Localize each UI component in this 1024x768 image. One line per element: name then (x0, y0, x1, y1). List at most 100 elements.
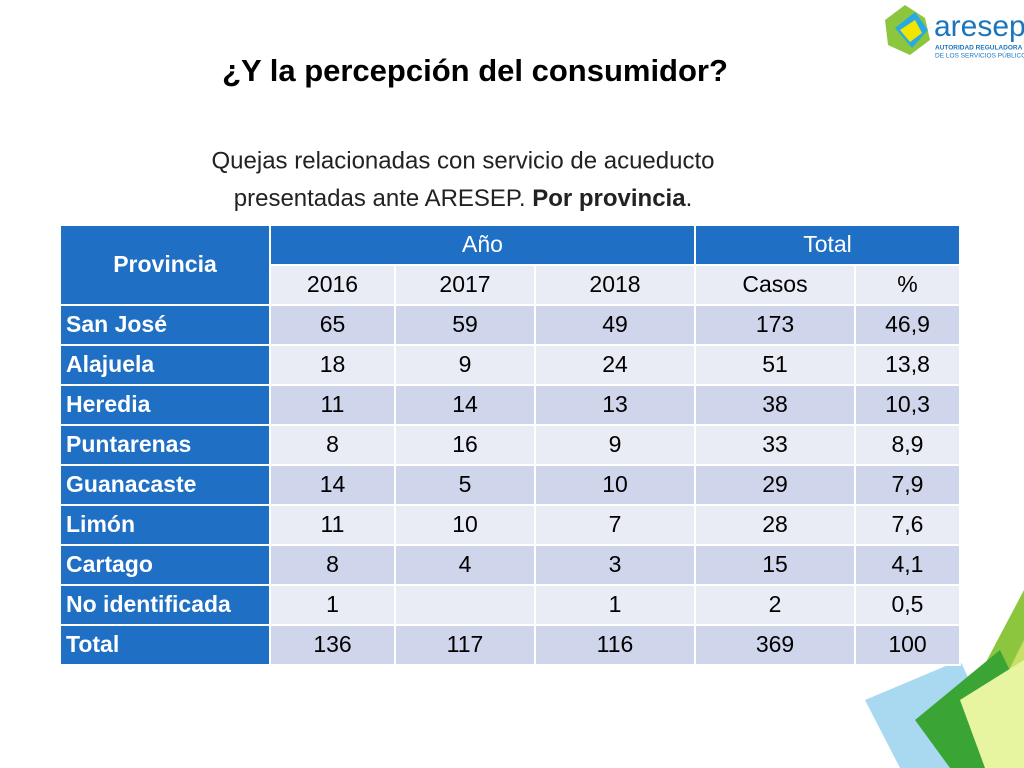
table-cell (694, 344, 856, 386)
table-cell (269, 424, 396, 466)
cell-text: 116 (597, 631, 634, 657)
cell-text: 7 (609, 511, 622, 537)
row-label: Guanacaste (66, 471, 196, 497)
table-cell (854, 504, 961, 546)
table-cell (269, 224, 696, 266)
cell-text: 15 (762, 551, 788, 577)
logo-tagline: AUTORIDAD REGULADORA (935, 45, 1023, 52)
table-cell (59, 304, 271, 346)
row-label: Alajuela (66, 351, 154, 377)
cell-text: 8 (326, 431, 339, 457)
cell-text: 7,9 (892, 471, 924, 497)
table-cell (534, 624, 696, 666)
cell-text: 14 (452, 391, 478, 417)
table-cell (694, 584, 856, 626)
table-cell (59, 224, 271, 306)
header-text: Provincia (113, 251, 217, 277)
cell-text: 100 (888, 631, 926, 657)
cell-text: 10 (452, 511, 478, 537)
cell-text: 369 (756, 631, 794, 657)
table-cell (59, 344, 271, 386)
table-cell (269, 624, 396, 666)
cell-text: 9 (609, 431, 622, 457)
table-cell (269, 384, 396, 426)
logo-tagline: DE LOS SERVICIOS PÚBLICOS (935, 51, 1024, 60)
cell-text: 18 (320, 351, 346, 377)
subheader-text: Casos (742, 271, 807, 297)
table-cell (59, 584, 271, 626)
table: Provincia Año Total 2016 2017 2018 Casos % San J… (59, 224, 961, 666)
table-cell (854, 344, 961, 386)
subheader-text: % (897, 271, 917, 297)
table-cell (854, 584, 961, 626)
row-label: Total (66, 631, 119, 657)
table-cell (854, 624, 961, 666)
cell-text: 8,9 (892, 431, 924, 457)
cell-text: 11 (321, 511, 345, 537)
cell-text: 24 (602, 351, 628, 377)
logo: aresep AUTORIDAD REGULADORA DE LOS SERVI… (885, 5, 1024, 60)
table-cell (534, 344, 696, 386)
cell-text: 4 (459, 551, 472, 577)
header-text: Año (462, 231, 503, 257)
slide-title: ¿Y la percepción del consumidor? (222, 53, 728, 88)
cell-text: 1 (609, 591, 622, 617)
row-label: San José (66, 311, 167, 337)
cell-text: 49 (602, 311, 628, 337)
cell-text: 29 (762, 471, 788, 497)
table-cell (694, 304, 856, 346)
cell-text: 65 (320, 311, 346, 337)
cell-text: 51 (762, 351, 788, 377)
cell-text: 38 (762, 391, 788, 417)
row-label: Puntarenas (66, 431, 191, 457)
subtitle: presentadas ante ARESEP. Por provincia. (234, 185, 692, 212)
cell-text: 9 (459, 351, 472, 377)
row-label: Limón (66, 511, 135, 537)
table-cell (534, 544, 696, 586)
cell-text: 14 (320, 471, 346, 497)
table-cell (269, 264, 396, 306)
subheader-text: 2016 (307, 271, 358, 297)
cell-text: 8 (326, 551, 339, 577)
table-cell (269, 304, 396, 346)
subheader-text: 2018 (589, 271, 640, 297)
cell-text: 1 (326, 591, 339, 617)
cell-text: 33 (762, 431, 788, 457)
cell-text: 11 (321, 391, 345, 417)
cell-text: 16 (452, 431, 478, 457)
subtitle: Quejas relacionadas con servicio de acue… (212, 147, 715, 174)
cell-text: 4,1 (892, 551, 924, 577)
table-cell (59, 384, 271, 426)
row-label: Heredia (66, 391, 151, 417)
table-cell (694, 384, 856, 426)
cell-text: 7,6 (892, 511, 924, 537)
table-cell (59, 504, 271, 546)
decoration (865, 590, 1024, 768)
table-cell (534, 304, 696, 346)
table-cell (694, 424, 856, 466)
cell-text: 2 (769, 591, 782, 617)
table-cell (694, 224, 961, 266)
subtitle-text: . (686, 185, 693, 212)
cell-text: 0,5 (892, 591, 924, 617)
cell-text: 136 (313, 631, 351, 657)
row-label: Cartago (66, 551, 153, 577)
table-cell (534, 464, 696, 506)
cell-text: 5 (459, 471, 472, 497)
subtitle-text: presentadas ante ARESEP. (234, 185, 532, 212)
subheader-text: 2017 (439, 271, 490, 297)
table-cell (394, 584, 536, 626)
cell-text: 173 (756, 311, 794, 337)
table-cell (269, 544, 396, 586)
cell-text: 46,9 (885, 311, 930, 337)
cell-text: 117 (447, 631, 484, 657)
logo-name: aresep (934, 10, 1024, 43)
cell-text: 13 (602, 391, 628, 417)
subtitle-bold: Por provincia (532, 185, 686, 212)
table-cell (59, 464, 271, 506)
table-cell (59, 624, 271, 666)
cell-text: 10,3 (885, 391, 930, 417)
cell-text: 59 (452, 311, 478, 337)
cell-text: 10 (602, 471, 628, 497)
